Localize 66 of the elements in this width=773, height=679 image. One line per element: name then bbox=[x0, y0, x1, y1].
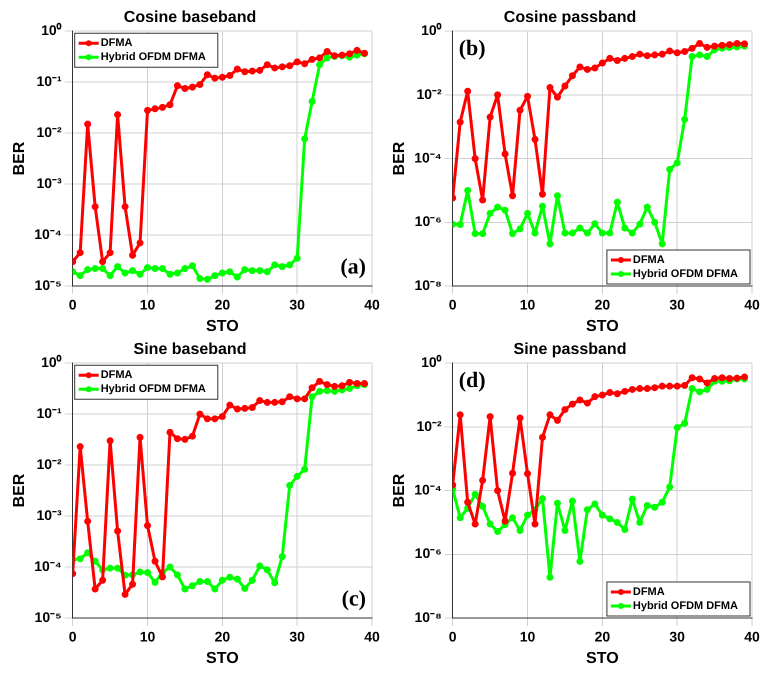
y-tick-label: 10⁻² bbox=[416, 418, 442, 434]
annotation: (d) bbox=[458, 366, 486, 392]
y-axis-title: BER bbox=[391, 141, 408, 176]
x-tick-label: 20 bbox=[594, 628, 610, 644]
y-tick-label: 10⁻⁴ bbox=[414, 149, 442, 166]
legend-label: Hybrid OFDM DFMA bbox=[100, 383, 206, 396]
y-tick-label: 10⁻³ bbox=[36, 506, 62, 523]
y-tick-label: 10⁻⁶ bbox=[414, 545, 442, 562]
x-tick-label: 40 bbox=[744, 296, 760, 312]
y-axis-title: BER bbox=[391, 473, 408, 508]
y-tick-label: 10⁻⁴ bbox=[414, 481, 442, 498]
annotation: (b) bbox=[458, 34, 486, 60]
y-tick-label: 10⁻⁶ bbox=[414, 213, 442, 230]
annotation: (a) bbox=[340, 254, 366, 279]
y-tick-label: 10⁻² bbox=[36, 456, 62, 472]
x-tick-label: 30 bbox=[669, 628, 686, 644]
legend-label: Hybrid OFDM DFMA bbox=[632, 600, 738, 612]
x-tick-label: 30 bbox=[289, 628, 306, 644]
y-tick-label: 10⁻⁴ bbox=[34, 226, 62, 242]
chart-title: Cosine baseband bbox=[124, 9, 256, 26]
y-tick-label: 10⁻⁸ bbox=[414, 276, 442, 293]
y-tick-label: 10⁻³ bbox=[36, 174, 62, 191]
x-tick-label: 10 bbox=[140, 628, 156, 644]
x-tick-label: 10 bbox=[520, 628, 536, 644]
chart-title: Sine passband bbox=[514, 341, 626, 358]
x-tick-label: 0 bbox=[448, 628, 457, 644]
x-tick-label: 10 bbox=[140, 296, 156, 312]
annotation: (c) bbox=[342, 586, 366, 611]
legend-label: DFMA bbox=[632, 586, 665, 598]
x-tick-label: 20 bbox=[214, 296, 230, 312]
x-tick-label: 10 bbox=[520, 296, 536, 312]
y-tick-label: 10⁻² bbox=[416, 86, 442, 102]
y-tick-label: 10⁻⁵ bbox=[34, 276, 62, 293]
x-tick-label: 20 bbox=[214, 628, 230, 644]
y-tick-label: 10⁻¹ bbox=[36, 73, 62, 90]
y-axis-title: BER bbox=[11, 141, 28, 176]
x-tick-label: 20 bbox=[594, 296, 610, 312]
x-tick-label: 40 bbox=[364, 628, 380, 644]
y-tick-label: 10⁰ bbox=[41, 354, 62, 370]
y-tick-label: 10⁻¹ bbox=[36, 405, 62, 422]
legend-label: DFMA bbox=[632, 254, 665, 266]
x-axis-title: STO bbox=[206, 318, 239, 335]
x-tick-label: 0 bbox=[68, 296, 77, 312]
x-tick-label: 0 bbox=[448, 296, 457, 312]
y-axis-title: BER bbox=[11, 473, 28, 508]
y-tick-label: 10⁰ bbox=[421, 22, 442, 38]
legend-label: DFMA bbox=[100, 37, 133, 50]
x-tick-label: 0 bbox=[68, 628, 77, 644]
x-axis-title: STO bbox=[206, 650, 239, 667]
y-tick-label: 10⁻⁸ bbox=[414, 608, 442, 625]
legend-label: DFMA bbox=[100, 369, 133, 382]
y-tick-label: 10⁻⁴ bbox=[34, 558, 62, 574]
x-tick-label: 40 bbox=[364, 296, 380, 312]
x-axis-title: STO bbox=[586, 650, 619, 667]
chart-title: Cosine passband bbox=[504, 9, 636, 26]
y-tick-label: 10⁰ bbox=[41, 22, 62, 38]
y-tick-label: 10⁰ bbox=[421, 354, 442, 370]
legend-label: Hybrid OFDM DFMA bbox=[632, 268, 738, 280]
x-tick-label: 40 bbox=[744, 628, 760, 644]
x-tick-label: 30 bbox=[289, 296, 306, 312]
legend-label: Hybrid OFDM DFMA bbox=[100, 51, 206, 64]
y-tick-label: 10⁻² bbox=[36, 124, 62, 140]
y-tick-label: 10⁻⁵ bbox=[34, 608, 62, 625]
x-tick-label: 30 bbox=[669, 296, 686, 312]
x-axis-title: STO bbox=[586, 318, 619, 335]
chart-title: Sine baseband bbox=[134, 341, 246, 358]
